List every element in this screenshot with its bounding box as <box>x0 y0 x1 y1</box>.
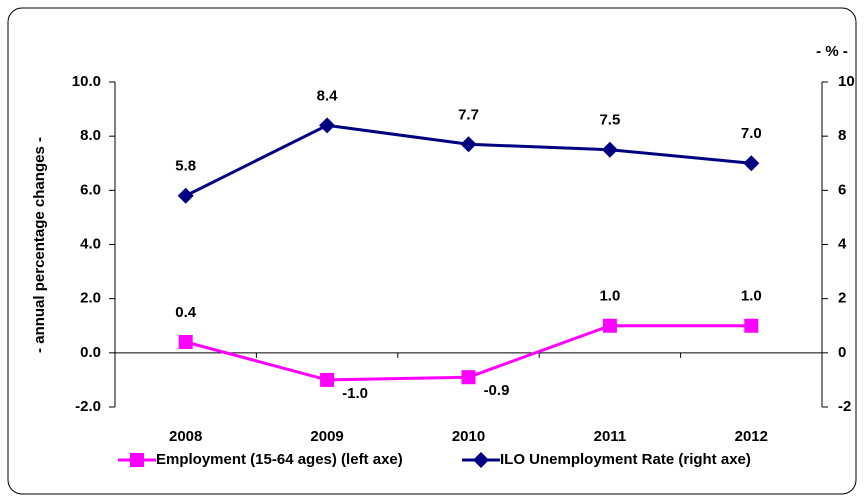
legend-label: Employment (15-64 ages) (left axe) <box>156 451 403 468</box>
x-tick-label: 2012 <box>735 428 768 445</box>
marker <box>473 452 489 468</box>
y2-tick-label: 6 <box>838 181 846 198</box>
marker <box>130 453 144 467</box>
marker <box>320 372 335 387</box>
y2-axis-label: - % - <box>816 43 848 60</box>
data-label: 1.0 <box>741 288 762 305</box>
y-tick-label: 0.0 <box>80 344 101 361</box>
y2-tick-label: 2 <box>838 290 846 307</box>
x-tick-label: 2008 <box>169 428 202 445</box>
data-label: -0.9 <box>484 382 510 399</box>
data-label: 7.7 <box>458 106 479 123</box>
data-label: 0.4 <box>175 304 197 321</box>
marker <box>744 318 759 333</box>
legend-label: ILO Unemployment Rate (right axe) <box>500 451 751 468</box>
marker <box>461 370 476 385</box>
data-label: 5.8 <box>175 158 196 175</box>
data-label: 7.5 <box>599 112 620 129</box>
marker <box>460 136 477 153</box>
marker <box>319 117 336 134</box>
x-tick-label: 2011 <box>594 428 627 445</box>
data-label: 8.4 <box>317 87 339 104</box>
marker <box>602 318 617 333</box>
data-label: -1.0 <box>342 385 368 402</box>
marker <box>178 335 193 349</box>
y2-tick-label: 10 <box>838 73 855 90</box>
data-label: 1.0 <box>599 288 620 305</box>
y2-tick-label: 0 <box>838 344 846 361</box>
y-axis-label: - annual percentage changes - <box>31 137 48 353</box>
marker <box>601 141 618 158</box>
marker <box>743 155 760 172</box>
chart-frame <box>7 7 857 495</box>
y-tick-label: 2.0 <box>80 290 101 307</box>
y-tick-label: 4.0 <box>80 235 101 252</box>
marker <box>177 187 194 204</box>
x-tick-label: 2009 <box>310 428 343 445</box>
y-tick-label: 8.0 <box>80 127 101 144</box>
y2-tick-label: -2 <box>838 398 851 415</box>
y-tick-label: 6.0 <box>80 181 101 198</box>
y-tick-label: 10.0 <box>72 73 101 90</box>
y2-tick-label: 4 <box>838 235 847 252</box>
data-label: 7.0 <box>741 125 762 142</box>
y-tick-label: -2.0 <box>75 398 101 415</box>
x-tick-label: 2010 <box>452 428 485 445</box>
y2-tick-label: 8 <box>838 127 846 144</box>
